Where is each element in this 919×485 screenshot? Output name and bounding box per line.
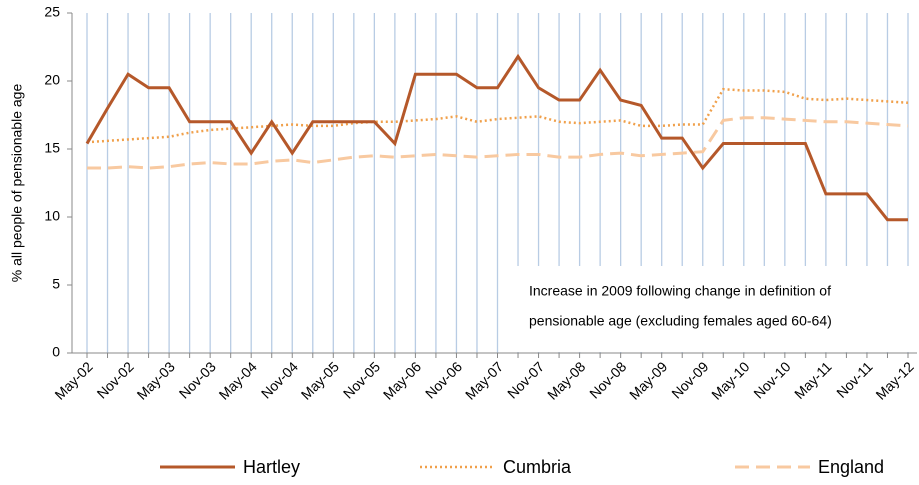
x-tick-label: Nov-07 [504, 358, 547, 401]
x-tick-label: Nov-10 [750, 358, 793, 401]
x-tick-label: Nov-11 [833, 358, 876, 401]
x-tick-label: May-12 [872, 358, 916, 402]
annotation-box [512, 266, 912, 352]
x-tick-label: May-08 [544, 358, 588, 402]
x-tick-label: Nov-09 [668, 358, 711, 401]
x-tick-label: May-06 [380, 358, 424, 402]
y-tick-label: 0 [52, 344, 60, 360]
legend-label: England [818, 457, 884, 477]
line-hartley [85, 53, 908, 222]
x-tick-label: Nov-08 [586, 358, 629, 401]
legend-label: Cumbria [503, 457, 572, 477]
x-tick-label: May-10 [708, 358, 752, 402]
y-tick-label: 10 [44, 208, 60, 224]
x-tick-label: Nov-05 [340, 358, 383, 401]
annotation: Increase in 2009 following change in def… [529, 283, 831, 299]
x-tick-label: May-11 [791, 358, 835, 402]
x-tick-label: May-03 [134, 358, 178, 402]
y-tick-label: 25 [44, 4, 60, 20]
x-tick-label: May-07 [462, 358, 506, 402]
x-tick-label: May-09 [626, 358, 670, 402]
x-tick-label: May-05 [298, 358, 342, 402]
legend-label: Hartley [243, 457, 300, 477]
y-tick-label: 5 [52, 276, 60, 292]
x-tick-label: May-04 [216, 358, 260, 402]
y-tick-label: 20 [44, 72, 60, 88]
x-tick-label: Nov-02 [94, 358, 137, 401]
y-axis-title: % all people of pensionable age [9, 84, 25, 283]
line-england [87, 116, 909, 170]
y-tick-label: 15 [44, 140, 60, 156]
annotation: pensionable age (excluding females aged … [529, 313, 832, 329]
x-tick-label: Nov-06 [422, 358, 465, 401]
x-tick-label: Nov-03 [176, 358, 219, 401]
x-tick-label: May-02 [51, 358, 95, 402]
x-tick-label: Nov-04 [258, 358, 301, 401]
